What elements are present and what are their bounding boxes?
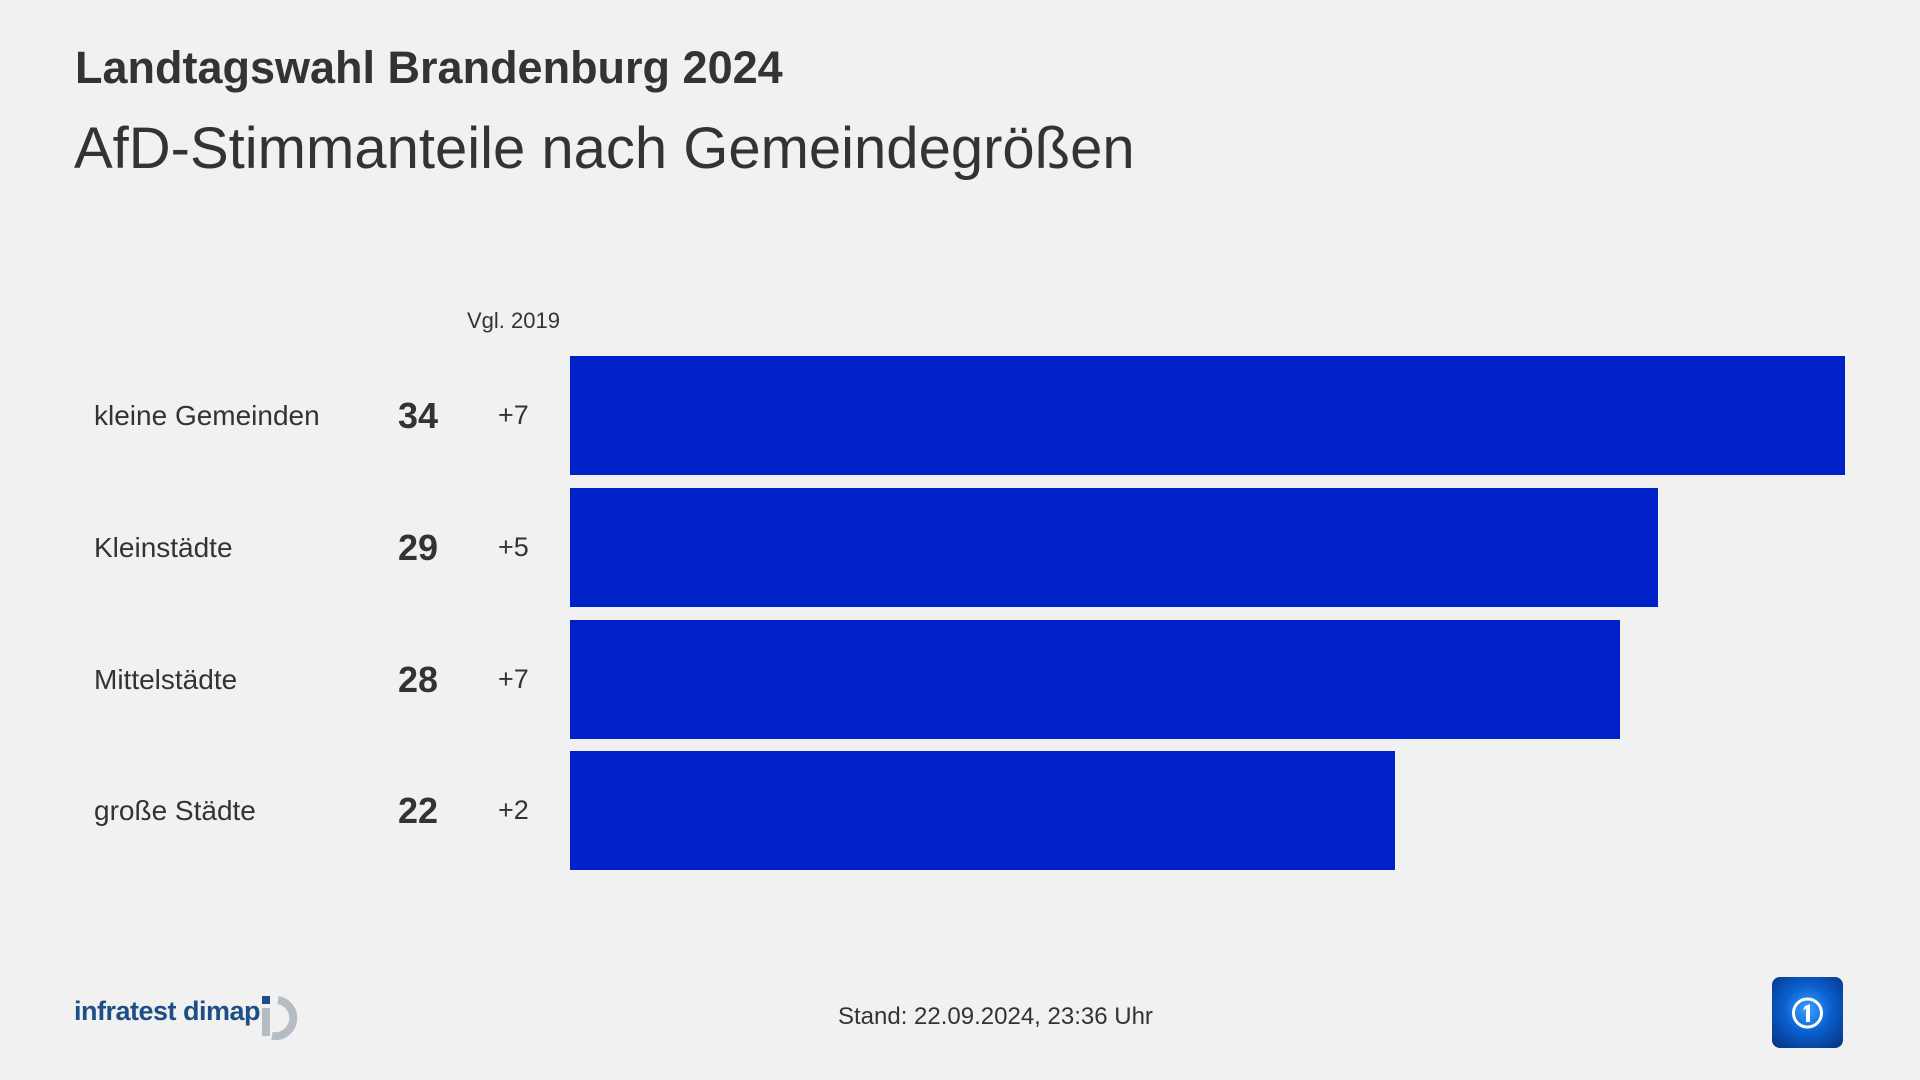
category-label: Mittelstädte xyxy=(94,664,238,695)
infratest-dimap-logo: infratest dimap xyxy=(74,996,261,1026)
bar-row: Mittelstädte 28 +7 xyxy=(0,620,1920,739)
value-label: 28 xyxy=(397,659,438,700)
bar xyxy=(570,488,1658,607)
chart-subtitle: AfD-Stimmanteile nach Gemeindegrößen xyxy=(74,116,1135,181)
change-label: +2 xyxy=(498,795,529,825)
bar-row: kleine Gemeinden 34 +7 xyxy=(0,356,1920,475)
change-label: +7 xyxy=(498,664,529,694)
category-label: kleine Gemeinden xyxy=(94,400,320,431)
value-label: 34 xyxy=(397,395,438,436)
ard-one-icon xyxy=(1792,997,1823,1029)
value-label: 29 xyxy=(397,527,438,568)
category-label: große Städte xyxy=(94,795,256,826)
bar-row: große Städte 22 +2 xyxy=(0,751,1920,870)
ard-logo xyxy=(1772,977,1843,1048)
bar xyxy=(570,356,1845,475)
bar xyxy=(570,620,1620,739)
change-label: +5 xyxy=(498,532,529,562)
change-label: +7 xyxy=(498,400,529,430)
bar xyxy=(570,751,1395,870)
bar-row: Kleinstädte 29 +5 xyxy=(0,488,1920,607)
timestamp: Stand: 22.09.2024, 23:36 Uhr xyxy=(838,1003,1153,1030)
infratest-dimap-logo-mark xyxy=(262,996,298,1040)
chart-title: Landtagswahl Brandenburg 2024 xyxy=(75,42,783,93)
value-label: 22 xyxy=(397,790,438,831)
comparison-header: Vgl. 2019 xyxy=(467,308,560,333)
category-label: Kleinstädte xyxy=(94,532,233,563)
